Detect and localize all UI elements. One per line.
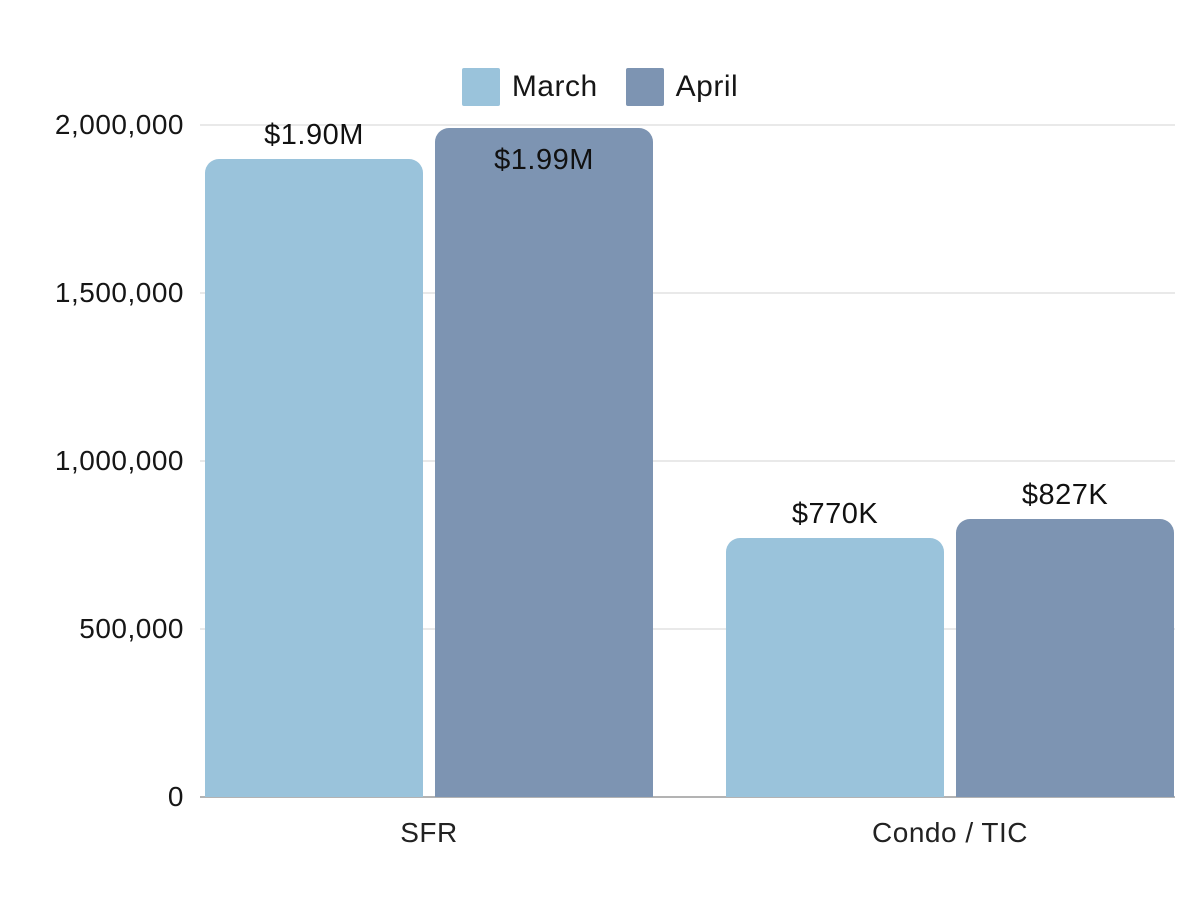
- gridline: [200, 460, 1175, 462]
- bar-value-label: $770K: [791, 498, 879, 531]
- gridline: [200, 124, 1175, 126]
- gridline: [200, 628, 1175, 630]
- y-tick-label: 2,000,000: [54, 109, 184, 140]
- bar-march-sfr[interactable]: [205, 158, 423, 797]
- legend-item-april[interactable]: April: [625, 68, 739, 106]
- legend-label-april: April: [675, 70, 739, 103]
- x-axis-baseline: [200, 796, 1175, 798]
- y-tick-label: 1,000,000: [54, 445, 184, 476]
- bar-value-label: $1.99M: [494, 144, 594, 177]
- legend: March April: [0, 68, 1200, 106]
- bar-march-condo-tic[interactable]: [726, 538, 944, 797]
- legend-swatch-march: [461, 68, 500, 106]
- bar-value-label: $1.90M: [264, 118, 364, 151]
- y-tick-label: 1,500,000: [54, 277, 184, 308]
- bar-april-condo-tic[interactable]: [956, 519, 1174, 797]
- y-tick-label: 0: [167, 781, 184, 812]
- x-category-label: SFR: [400, 817, 458, 848]
- x-category-label: Condo / TIC: [872, 817, 1028, 848]
- legend-item-march[interactable]: March: [461, 68, 598, 106]
- bar-value-label: $827K: [1021, 479, 1109, 512]
- legend-label-march: March: [511, 70, 598, 103]
- bar-april-sfr[interactable]: [435, 128, 653, 797]
- y-tick-label: 500,000: [79, 613, 184, 644]
- legend-swatch-april: [625, 68, 664, 106]
- gridline: [200, 292, 1175, 294]
